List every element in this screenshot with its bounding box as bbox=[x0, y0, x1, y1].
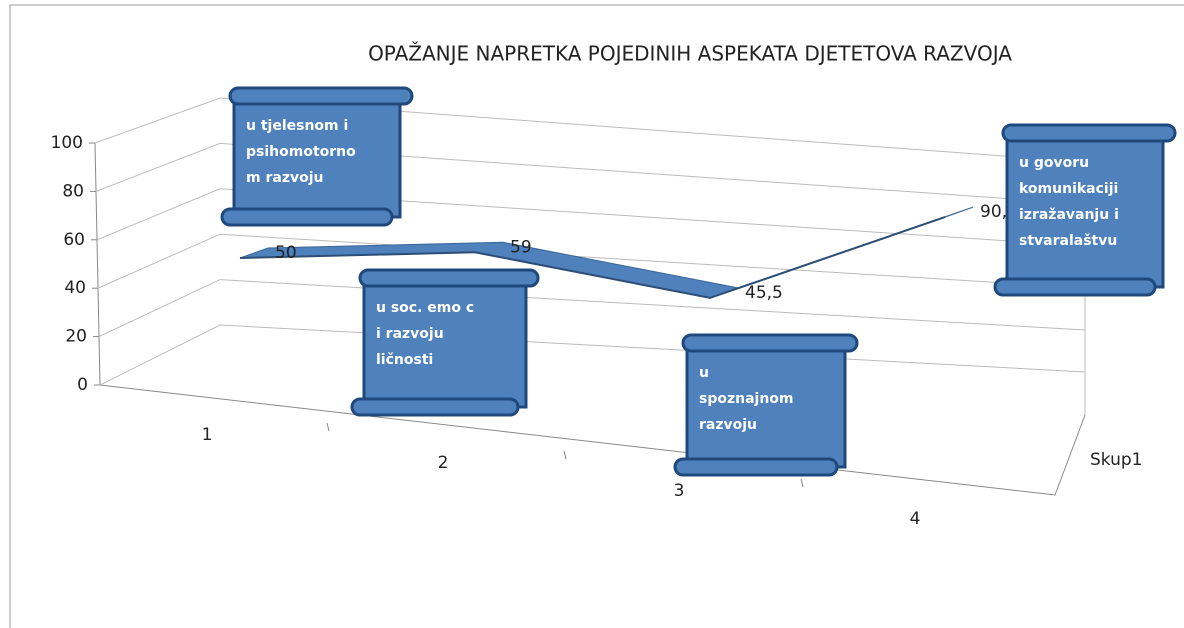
y-tick-label: 40 bbox=[64, 278, 86, 298]
annotation-text: ličnosti bbox=[376, 352, 433, 368]
chart-title: OPAŽANJE NAPRETKA POJEDINIH ASPEKATA DJE… bbox=[368, 42, 1012, 66]
x-tick-label: 4 bbox=[910, 509, 921, 529]
grid-line bbox=[96, 188, 1086, 247]
grid-line bbox=[95, 142, 1086, 205]
floor-edge bbox=[99, 384, 1086, 496]
x-tick-label: 2 bbox=[438, 453, 449, 473]
x-tick-mark bbox=[326, 422, 330, 432]
scroll-top-roll bbox=[358, 268, 540, 288]
y-tick-label: 20 bbox=[65, 327, 87, 347]
annotation-text: i razvoju bbox=[376, 326, 444, 342]
scroll-body bbox=[1005, 131, 1165, 289]
line bbox=[239, 216, 946, 299]
grid-line bbox=[98, 279, 1086, 338]
y-tick-label: 100 bbox=[51, 133, 83, 153]
annotation-text: m razvoju bbox=[246, 170, 323, 186]
x-tick-mark bbox=[563, 450, 567, 460]
annotation-text: u soc. emo c bbox=[376, 300, 474, 316]
annotation-text: razvoju bbox=[699, 417, 757, 433]
annotation-scroll: u spoznajnom razvoju bbox=[673, 333, 859, 477]
data-label: 45,5 bbox=[745, 283, 783, 303]
y-tick-label: 60 bbox=[63, 230, 85, 250]
y-axis bbox=[94, 142, 101, 386]
data-label: 59 bbox=[510, 237, 532, 257]
annotation-text: psihomotorno bbox=[246, 144, 356, 160]
annotation-text: u govoru bbox=[1019, 155, 1089, 171]
annotation-text: stvaralaštvu bbox=[1019, 233, 1117, 249]
x-tick-label: 3 bbox=[674, 481, 685, 501]
series-name: Skup1 bbox=[1090, 450, 1143, 470]
annotation-scroll: u soc. emo c i razvoju ličnosti bbox=[350, 268, 540, 417]
scroll-top-roll bbox=[1001, 123, 1177, 143]
scroll-body bbox=[362, 276, 528, 409]
grid-line bbox=[94, 97, 1086, 163]
annotation-text: spoznajnom bbox=[699, 391, 794, 407]
scroll-top-roll bbox=[681, 333, 859, 353]
scroll-bottom-roll bbox=[673, 457, 839, 477]
data-label: 50 bbox=[275, 243, 297, 263]
y-tick-label: 0 bbox=[77, 375, 88, 395]
x-tick-mark bbox=[800, 478, 804, 488]
annotation-text: izražavanju i bbox=[1019, 207, 1119, 223]
annotation-scroll: u tjelesnom i psihomotorno m razvoju bbox=[220, 86, 414, 227]
annotation-text: u bbox=[699, 365, 709, 381]
scroll-bottom-roll bbox=[350, 397, 520, 417]
grid-line bbox=[97, 233, 1086, 289]
annotation-text: u tjelesnom i bbox=[246, 118, 348, 134]
chart-frame bbox=[9, 4, 1184, 628]
scroll-bottom-roll bbox=[220, 207, 394, 227]
scroll-bottom-roll bbox=[993, 277, 1157, 297]
y-tick-label: 80 bbox=[62, 181, 84, 201]
scroll-top-roll bbox=[228, 86, 414, 106]
annotation-text: komunikaciji bbox=[1019, 181, 1118, 197]
x-tick-label: 1 bbox=[202, 425, 213, 445]
annotation-scroll: u govoru komunikaciji izražavanju i stvaral… bbox=[993, 123, 1177, 297]
